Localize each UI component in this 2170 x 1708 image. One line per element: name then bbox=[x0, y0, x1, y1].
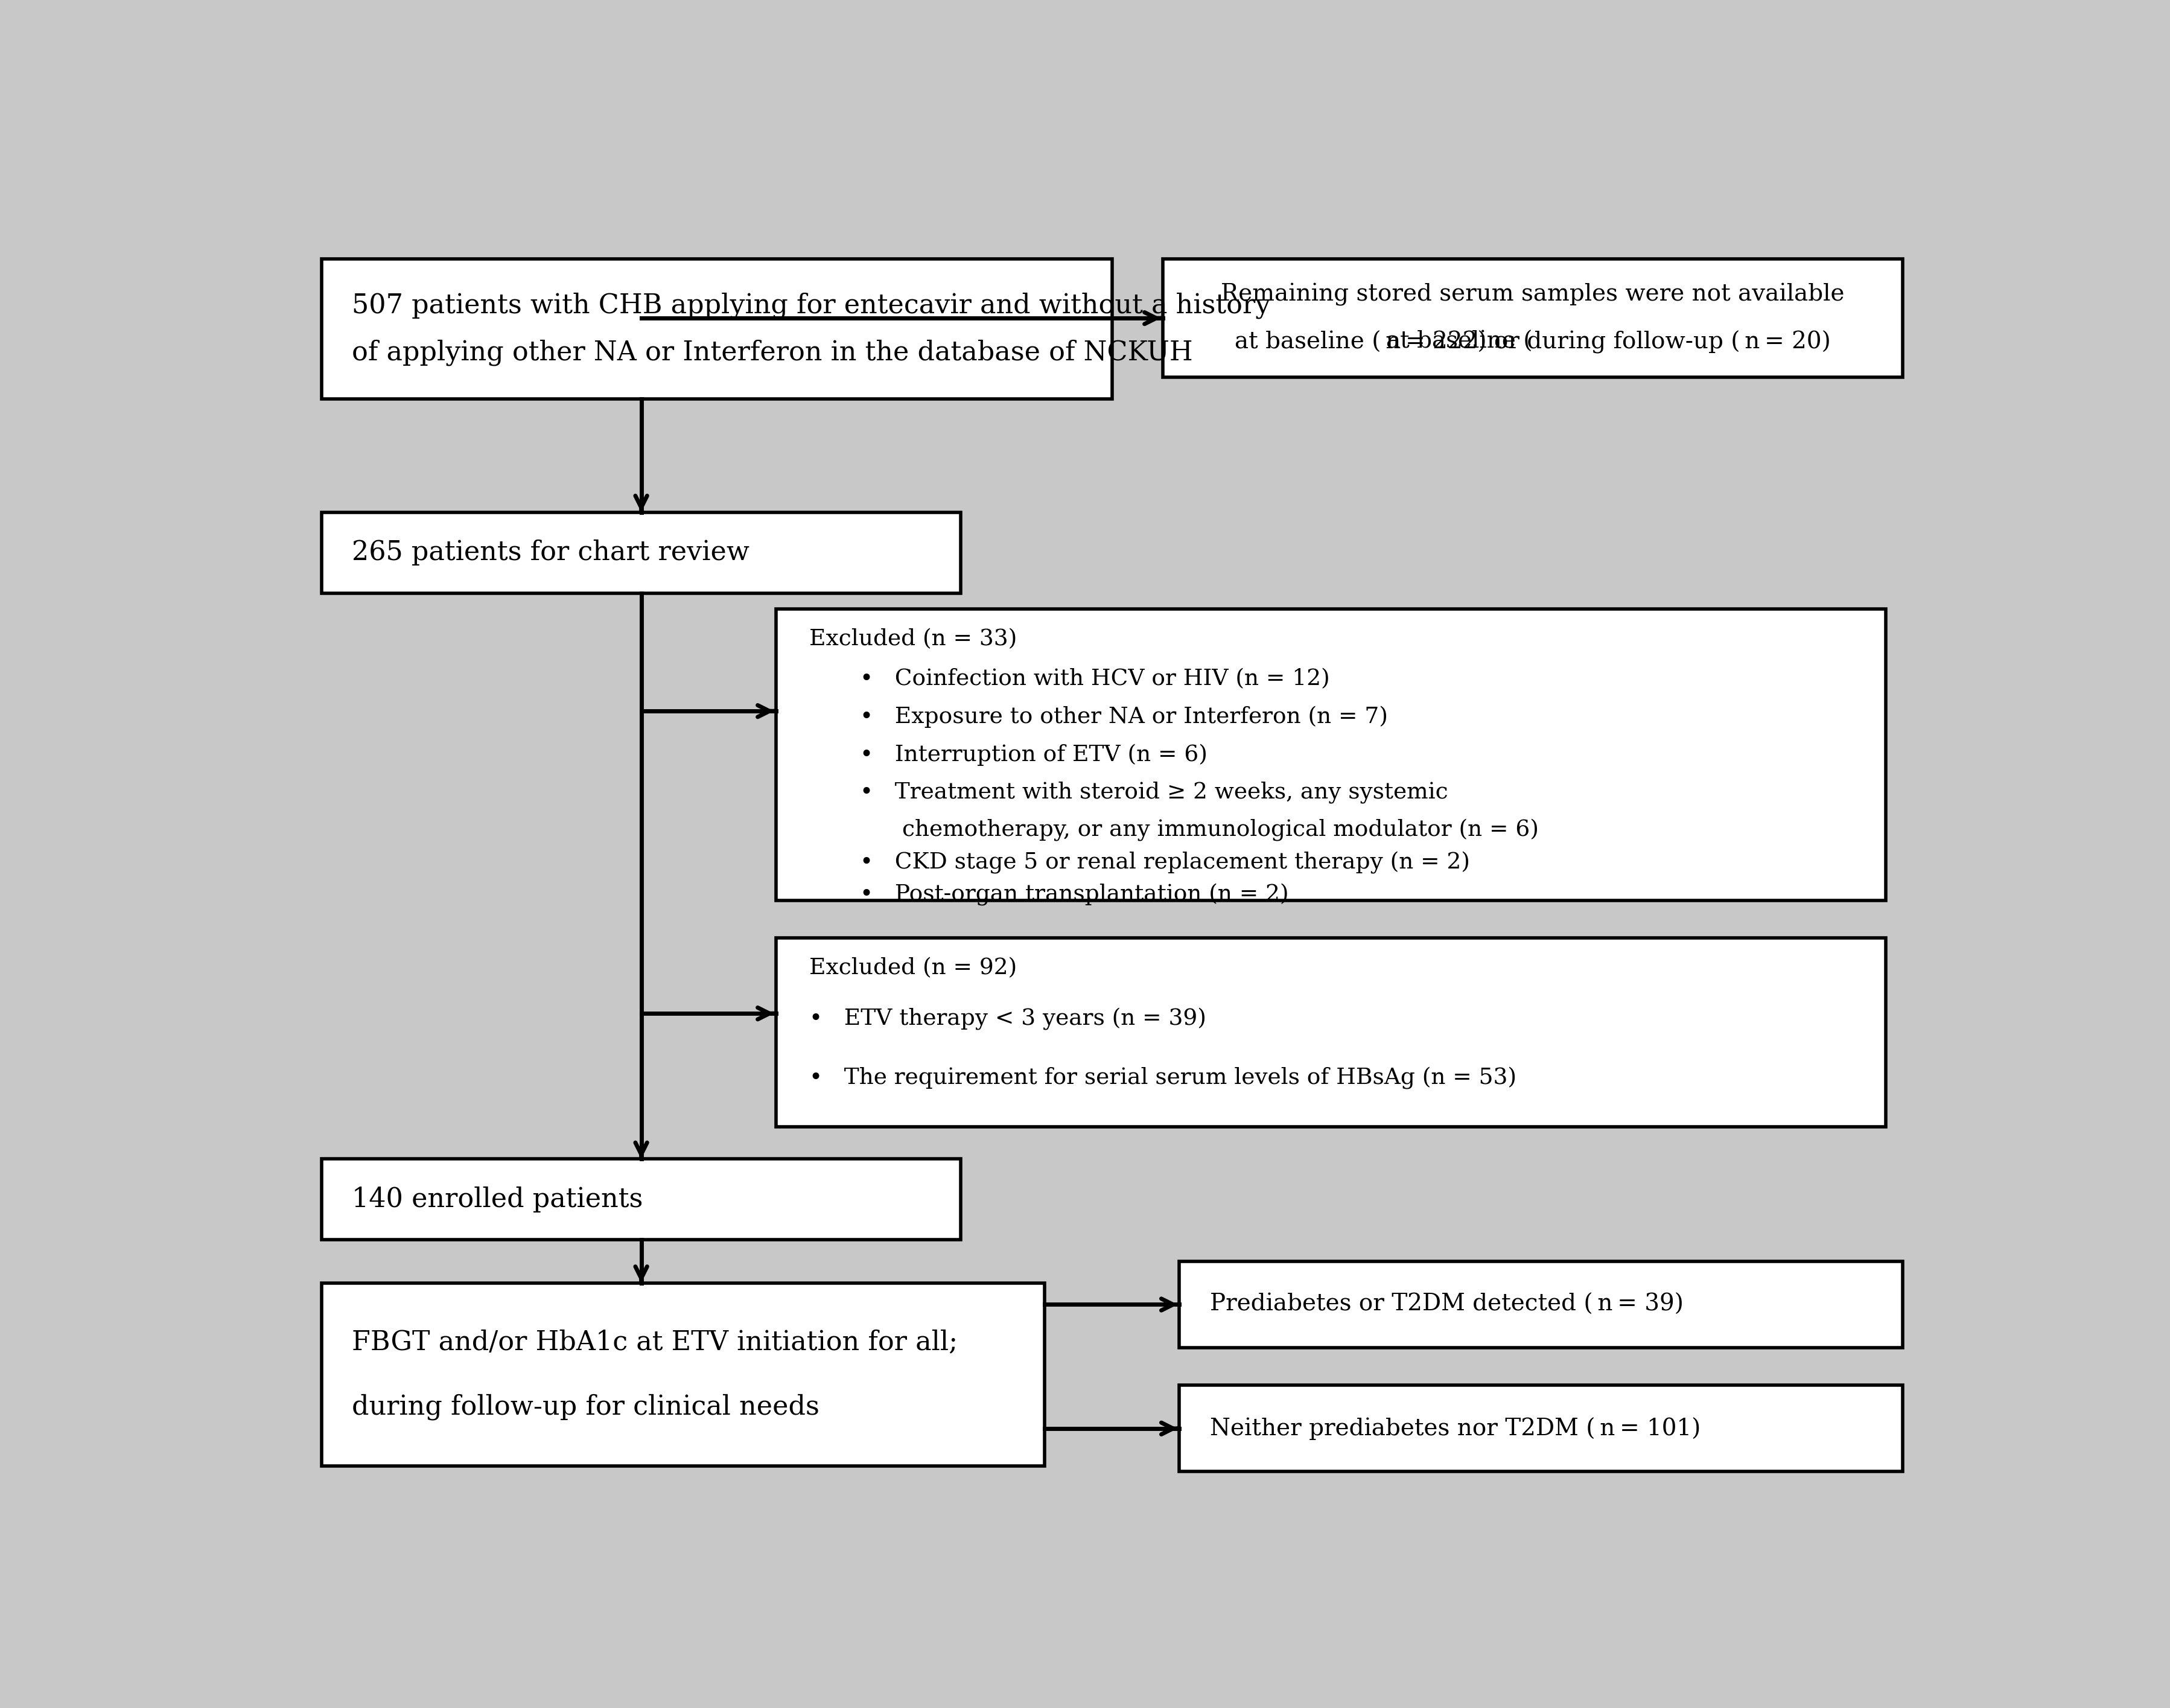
Bar bbox=[1180, 1385, 1903, 1472]
Bar bbox=[777, 610, 1886, 900]
Bar bbox=[321, 1160, 961, 1240]
Text: FBGT and/or HbA1c at ETV initiation for all;: FBGT and/or HbA1c at ETV initiation for … bbox=[352, 1329, 957, 1354]
Bar bbox=[321, 512, 961, 593]
Text: at baseline ( n = 222) or during follow-up ( n = 20): at baseline ( n = 222) or during follow-… bbox=[1235, 330, 1831, 354]
Bar bbox=[321, 1283, 1046, 1465]
Bar bbox=[777, 938, 1886, 1127]
Text: Excluded (n = 33): Excluded (n = 33) bbox=[809, 629, 1018, 651]
Bar bbox=[1180, 1262, 1903, 1348]
Bar bbox=[1163, 260, 1903, 377]
Text: •   The requirement for serial serum levels of HBsAg (n = 53): • The requirement for serial serum level… bbox=[809, 1068, 1517, 1090]
Text: of applying other NA or Interferon in the database of NCKUH: of applying other NA or Interferon in th… bbox=[352, 340, 1194, 366]
Text: •   Post-organ transplantation (n = 2): • Post-organ transplantation (n = 2) bbox=[859, 883, 1289, 905]
Text: •   Exposure to other NA or Interferon (n = 7): • Exposure to other NA or Interferon (n … bbox=[859, 705, 1389, 728]
Text: 140 enrolled patients: 140 enrolled patients bbox=[352, 1187, 642, 1213]
Text: Neither prediabetes nor T2DM ( n = 101): Neither prediabetes nor T2DM ( n = 101) bbox=[1209, 1418, 1701, 1440]
Text: chemotherapy, or any immunological modulator (n = 6): chemotherapy, or any immunological modul… bbox=[903, 820, 1539, 842]
Text: 507 patients with CHB applying for entecavir and without a history: 507 patients with CHB applying for entec… bbox=[352, 292, 1272, 318]
Text: •   ETV therapy < 3 years (n = 39): • ETV therapy < 3 years (n = 39) bbox=[809, 1008, 1207, 1030]
Text: Excluded (n = 92): Excluded (n = 92) bbox=[809, 956, 1018, 979]
Text: at baseline (: at baseline ( bbox=[1387, 331, 1532, 354]
Text: Remaining stored serum samples were not available: Remaining stored serum samples were not … bbox=[1222, 284, 1844, 306]
Text: •   CKD stage 5 or renal replacement therapy (n = 2): • CKD stage 5 or renal replacement thera… bbox=[859, 851, 1469, 874]
Text: •   Treatment with steroid ≥ 2 weeks, any systemic: • Treatment with steroid ≥ 2 weeks, any … bbox=[859, 782, 1447, 803]
Text: Prediabetes or T2DM detected ( n = 39): Prediabetes or T2DM detected ( n = 39) bbox=[1209, 1293, 1684, 1315]
Text: •   Coinfection with HCV or HIV (n = 12): • Coinfection with HCV or HIV (n = 12) bbox=[859, 668, 1330, 690]
Text: 265 patients for chart review: 265 patients for chart review bbox=[352, 540, 749, 565]
Text: •   Interruption of ETV (n = 6): • Interruption of ETV (n = 6) bbox=[859, 743, 1207, 765]
Text: during follow-up for clinical needs: during follow-up for clinical needs bbox=[352, 1394, 820, 1419]
Bar bbox=[321, 260, 1111, 400]
